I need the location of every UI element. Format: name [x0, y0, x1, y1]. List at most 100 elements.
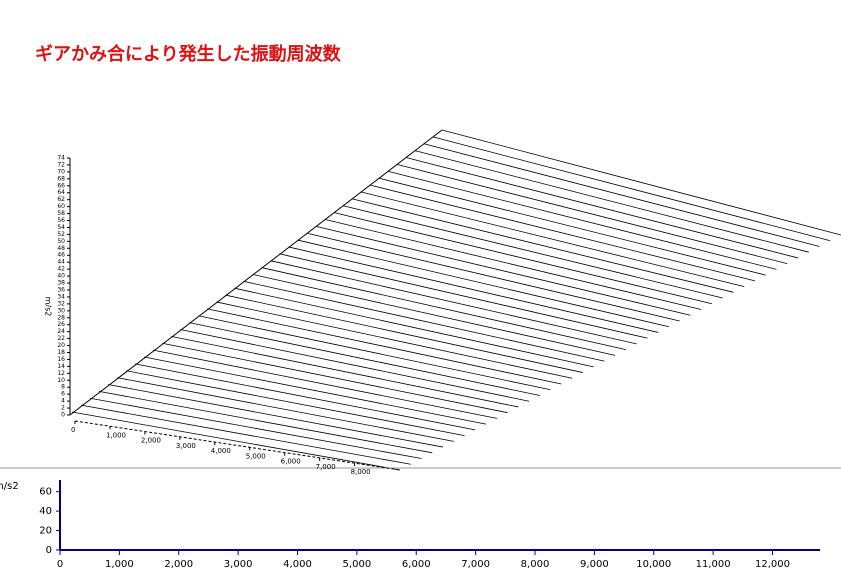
z-tick-label: 60	[57, 203, 65, 210]
z-tick-label: 30	[57, 307, 65, 314]
trace-baseline	[261, 267, 626, 351]
trace-baseline	[279, 253, 648, 339]
trace-baseline	[378, 177, 766, 276]
trace-baseline	[171, 335, 519, 408]
trace-baseline	[153, 349, 497, 419]
back-edge	[69, 129, 443, 416]
trace-baseline	[333, 212, 713, 305]
z-tick-label: 12	[57, 370, 65, 377]
trace-baseline	[360, 191, 745, 287]
z-tick-label: 46	[57, 252, 65, 259]
trace-baseline	[144, 356, 487, 425]
x-tick-label: 2,000	[164, 559, 193, 570]
trace-baseline	[342, 205, 723, 299]
trace-baseline	[135, 363, 476, 431]
z-tick-label: 28	[57, 314, 65, 321]
x-tick-label: 8,000	[351, 468, 371, 476]
z-tick-label: 32	[57, 300, 65, 307]
x-tick-label: 10,000	[636, 559, 671, 570]
z-tick-label: 6	[61, 391, 65, 398]
z-tick-label: 42	[57, 266, 65, 273]
trace-baseline	[80, 404, 411, 465]
trace-baseline	[216, 301, 573, 379]
trace-baseline	[252, 274, 616, 356]
z-tick-label: 14	[57, 363, 65, 370]
z-tick-label: 58	[57, 210, 65, 217]
trace-baseline	[180, 329, 530, 402]
z-tick-label: 38	[57, 280, 65, 287]
trace-baseline	[288, 246, 659, 333]
x-tick-label: 3,000	[176, 442, 196, 450]
z-tick-label: 22	[57, 335, 65, 342]
x-tick-label: 4,000	[211, 447, 231, 455]
trace-baseline	[423, 143, 820, 247]
x-tick-label: 6,000	[281, 458, 301, 466]
x-tick-label: 4,000	[283, 559, 312, 570]
trace-baseline	[99, 390, 433, 454]
z-tick-label: 62	[57, 196, 65, 203]
x-tick-label: 6,000	[402, 559, 431, 570]
x-tick-label: 8,000	[521, 559, 550, 570]
z-tick-label: 36	[57, 286, 65, 293]
y-tick-label: 40	[39, 506, 52, 517]
z-axis-label: m/s2	[44, 297, 53, 317]
trace-baseline	[234, 287, 594, 368]
z-tick-label: 54	[57, 224, 65, 231]
trace-baseline	[117, 377, 454, 442]
z-tick-label: 26	[57, 321, 65, 328]
trace-baseline	[198, 315, 551, 391]
x-tick-label: 2,000	[141, 437, 161, 445]
trace-baseline	[306, 232, 680, 322]
x-tick-label: 5,000	[246, 452, 266, 460]
z-tick-label: 68	[57, 175, 65, 182]
y-tick-label: 0	[46, 545, 52, 556]
trace-baseline	[108, 384, 444, 448]
x-tick-label: 11,000	[696, 559, 731, 570]
x-tick-label: 1,000	[105, 559, 134, 570]
trace-baseline	[189, 322, 540, 396]
z-tick-label: 16	[57, 356, 65, 363]
z-tick-label: 34	[57, 293, 65, 300]
y-tick-label: 60	[39, 487, 52, 498]
trace-baseline	[270, 260, 637, 345]
y-axis-label: m/s2	[0, 481, 19, 492]
trace-baseline	[71, 411, 401, 471]
chart-title: ギアかみ合により発生した振動周波数	[35, 43, 342, 65]
trace-baseline	[315, 225, 691, 316]
trace-baseline	[414, 150, 809, 253]
x-tick-label: 7,000	[461, 559, 490, 570]
z-tick-label: 0	[61, 412, 65, 419]
trace-baseline	[162, 342, 508, 414]
trace-baseline	[243, 280, 605, 362]
z-tick-label: 20	[57, 342, 65, 349]
z-tick-label: 44	[57, 259, 65, 266]
x-tick-label: 0	[71, 426, 75, 434]
z-tick-label: 70	[57, 168, 65, 175]
x-tick-label: 0	[57, 559, 63, 570]
trace-baseline	[432, 136, 831, 242]
y-tick-label: 20	[39, 526, 52, 537]
z-tick-label: 8	[61, 384, 65, 391]
x-tick-label: 5,000	[343, 559, 372, 570]
z-tick-label: 52	[57, 231, 65, 238]
z-tick-label: 50	[57, 238, 65, 245]
z-tick-label: 64	[57, 189, 65, 196]
trace-baseline	[387, 170, 777, 270]
trace-baseline	[297, 239, 669, 328]
trace-baseline	[89, 397, 422, 459]
z-tick-label: 4	[61, 398, 65, 405]
x-tick-label: 12,000	[755, 559, 790, 570]
trace-baseline	[396, 164, 788, 265]
trace-baseline	[225, 294, 583, 373]
x-tick-label: 1,000	[106, 431, 126, 439]
x-tick-label: 7,000	[316, 463, 336, 471]
x-tick-label: 9,000	[580, 559, 609, 570]
z-tick-label: 24	[57, 328, 65, 335]
trace-baseline	[126, 370, 465, 437]
z-tick-label: 2	[61, 405, 65, 412]
trace-baseline	[405, 157, 799, 259]
trace-baseline	[324, 219, 702, 310]
trace-baseline	[369, 184, 756, 282]
